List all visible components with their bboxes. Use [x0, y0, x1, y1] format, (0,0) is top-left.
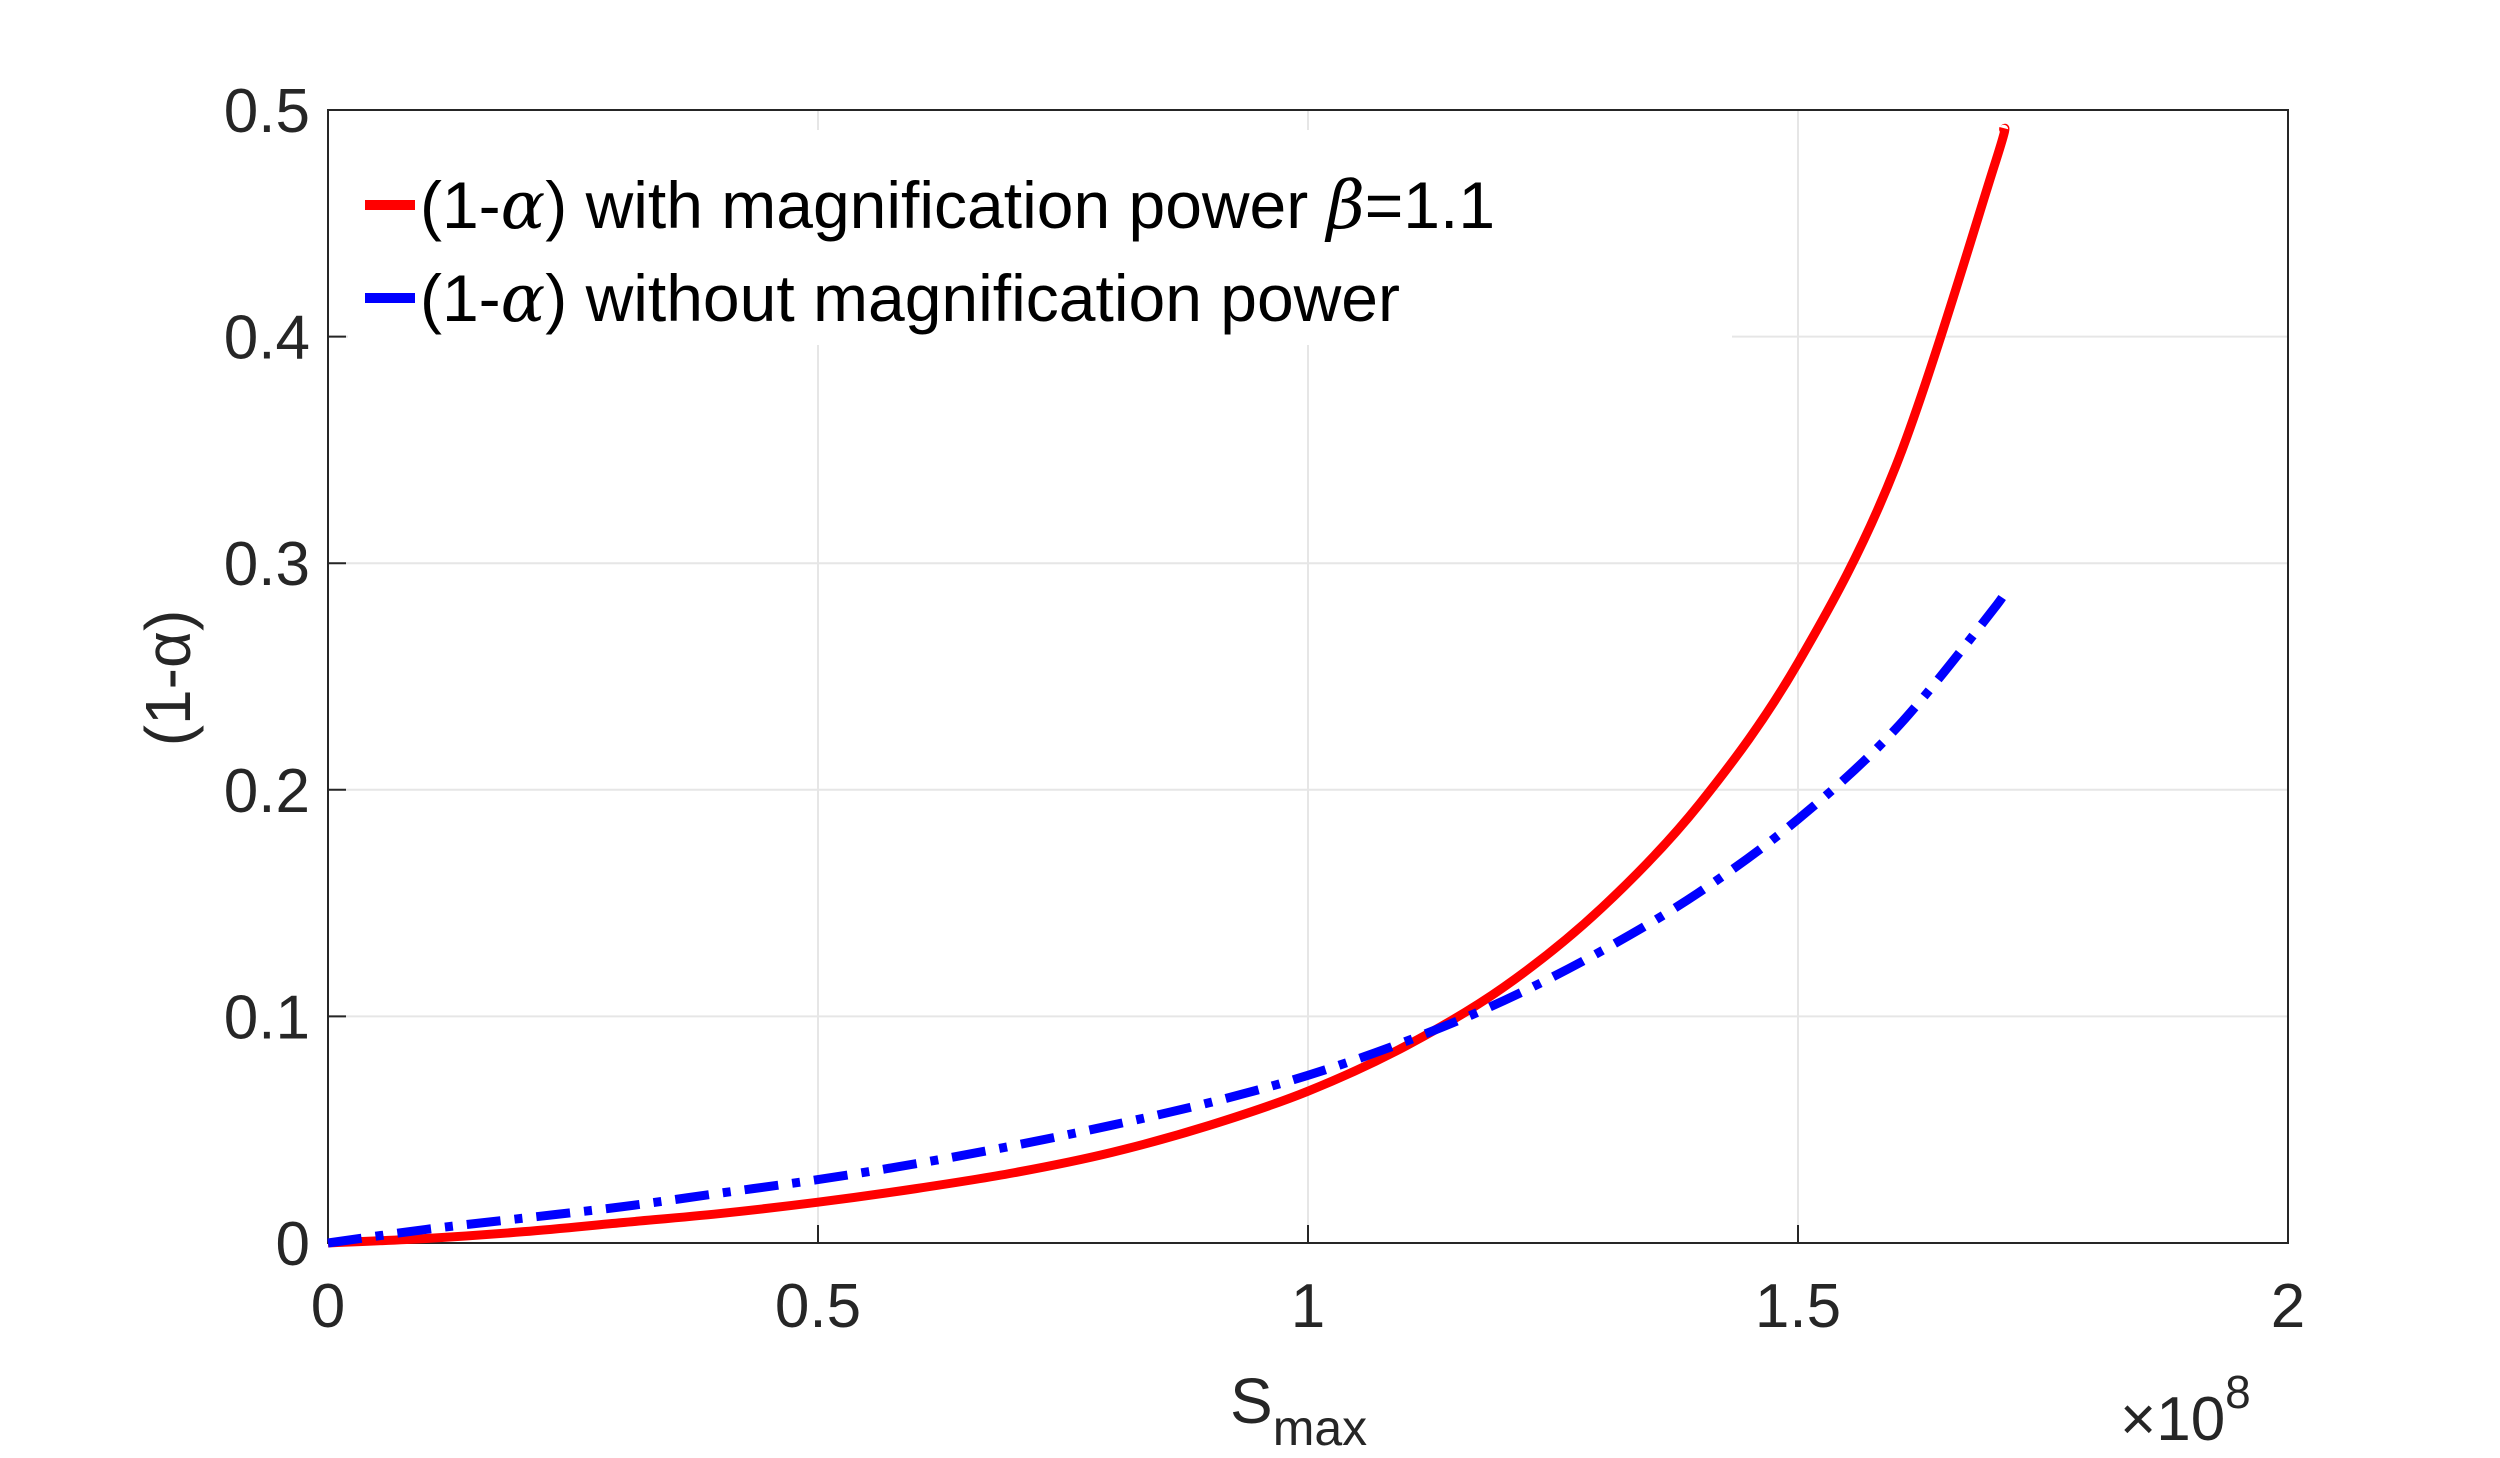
- legend-entry-blue: (1-α) without magnification power: [420, 260, 1400, 337]
- x-tick-label: 0.5: [775, 1272, 861, 1341]
- y-tick-label: 0.1: [224, 983, 310, 1052]
- x-tick-label: 0: [311, 1272, 345, 1341]
- y-tick-label: 0: [276, 1210, 310, 1279]
- x-axis-label: Smax: [1230, 1365, 1367, 1456]
- y-tick-label: 0.4: [224, 304, 310, 373]
- x-multiplier-label: ×108: [2120, 1366, 2251, 1454]
- legend-entry-red: (1-α) with magnification power β=1.1: [420, 167, 1495, 244]
- x-axis-label-subscript: max: [1273, 1400, 1367, 1456]
- ticks: 0 0.5 1 1.5 2 0 0.1 0.2 0.3 0.4 0.5: [224, 77, 2305, 1341]
- x-tick-label: 2: [2271, 1272, 2305, 1341]
- legend-box: [348, 130, 1732, 345]
- y-axis-label: (1-α): [132, 610, 204, 747]
- y-tick-label: 0.2: [224, 757, 310, 826]
- y-tick-label: 0.5: [224, 77, 310, 146]
- y-tick-label: 0.3: [224, 530, 310, 599]
- series-line-blue: [327, 586, 2010, 1248]
- legend: (1-α) with magnification power β=1.1 (1-…: [348, 130, 1732, 345]
- x-tick-label: 1: [1291, 1272, 1325, 1341]
- series: [327, 123, 2010, 1248]
- series-line-red: [327, 123, 2010, 1248]
- x-tick-label: 1.5: [1755, 1272, 1841, 1341]
